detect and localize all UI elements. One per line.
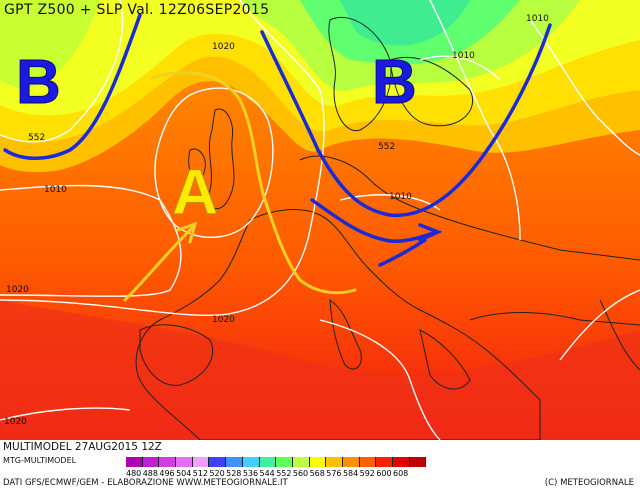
color-scale-tick: 504: [176, 469, 192, 478]
color-scale-cell: [209, 457, 227, 467]
color-scale-tick: 536: [242, 469, 259, 478]
color-scale-tick: 576: [326, 469, 342, 478]
geopotential-map: B B A 1020 1010 1010 1010 552 552 1010 1…: [0, 0, 640, 440]
color-scale-cell: [276, 457, 293, 467]
color-scale-tick: 552: [276, 469, 292, 478]
high-label: A: [172, 156, 218, 228]
color-scale-cell: [242, 457, 260, 467]
trough-lines: [3, 13, 552, 267]
color-scale-cell: [342, 457, 360, 467]
color-scale-cell: [226, 457, 243, 467]
flow-arrow-head: [418, 223, 443, 242]
ridge-lines: [123, 71, 357, 302]
warm-advection-arrow: [123, 226, 194, 302]
color-scale-tick: 600: [376, 469, 392, 478]
isobar-label: 1020: [6, 285, 29, 295]
model-name: MTG-MULTIMODEL: [3, 456, 77, 465]
color-scale-cell: [376, 457, 393, 467]
color-scale-tick: 584: [342, 469, 359, 478]
warm-advection-arrow-head: [176, 221, 198, 244]
isobar-label: 1010: [452, 51, 475, 61]
color-scale-cell: [292, 457, 310, 467]
color-scale-tick: 496: [159, 469, 175, 478]
color-scale-cell: [326, 457, 343, 467]
color-scale-cell: [393, 457, 410, 467]
color-scale-cell: [409, 457, 427, 467]
band-552-west: [0, 0, 100, 88]
color-scale-tick: 520: [209, 469, 225, 478]
color-scale-tick: 608: [393, 469, 409, 478]
low-label-east: B: [372, 48, 417, 117]
color-scale-cell: [159, 457, 177, 467]
isobar-labels: 1020 1010 1010 1010 552 552 1010 1020 10…: [4, 14, 549, 427]
isobar-label: 1010: [44, 185, 67, 195]
isobar-label: 552: [28, 133, 45, 143]
color-scale-ticks: 480 488 496 504 512 520 528 536 544 552 560 568 576 5…: [126, 469, 410, 478]
trough-east: [260, 23, 552, 218]
trough-west: [3, 13, 142, 160]
color-scale-tick: 512: [192, 469, 209, 478]
color-scale-tick: 528: [226, 469, 242, 478]
credits-text: DATI GFS/ECMWF/GEM - ELABORAZIONE WWW.ME…: [3, 478, 288, 488]
low-label-west: B: [16, 48, 61, 117]
isobar-label: 552: [378, 142, 395, 152]
isobar-label: 1020: [212, 315, 235, 325]
color-scale-tick: 488: [142, 469, 158, 478]
color-scale-tick: 568: [309, 469, 325, 478]
color-scale-cell: [126, 457, 143, 467]
color-scale-cell: [192, 457, 210, 467]
color-scale-tick: 544: [259, 469, 275, 478]
color-scale-cell: [176, 457, 193, 467]
color-scale-tick: 480: [126, 469, 142, 478]
color-scale-tick: 592: [359, 469, 375, 478]
color-scale-cell: [259, 457, 277, 467]
isobar-label: 1020: [4, 417, 27, 427]
flow-arrow-lower: [378, 238, 427, 267]
copyright-text: (C) METEOGIORNALE: [544, 478, 634, 488]
isobar-label: 1010: [389, 192, 412, 202]
color-scale-tick: 560: [292, 469, 309, 478]
color-scale-cell: [142, 457, 160, 467]
flow-arrow: [310, 198, 438, 244]
band-536: [340, 0, 470, 46]
isobars: [0, 0, 640, 440]
coastlines: [135, 16, 640, 440]
map-title: GPT Z500 + SLP Val. 12Z06SEP2015: [4, 2, 270, 18]
run-info: MULTIMODEL 27AUG2015 12Z: [3, 441, 162, 453]
isobar-label: 1020: [212, 42, 235, 52]
color-scale-cell: [309, 457, 327, 467]
color-scale-cell: [359, 457, 377, 467]
color-scale: [126, 457, 427, 467]
isobar-label: 1010: [526, 14, 549, 24]
band-592: [0, 300, 640, 440]
ridge-axis: [150, 71, 357, 295]
